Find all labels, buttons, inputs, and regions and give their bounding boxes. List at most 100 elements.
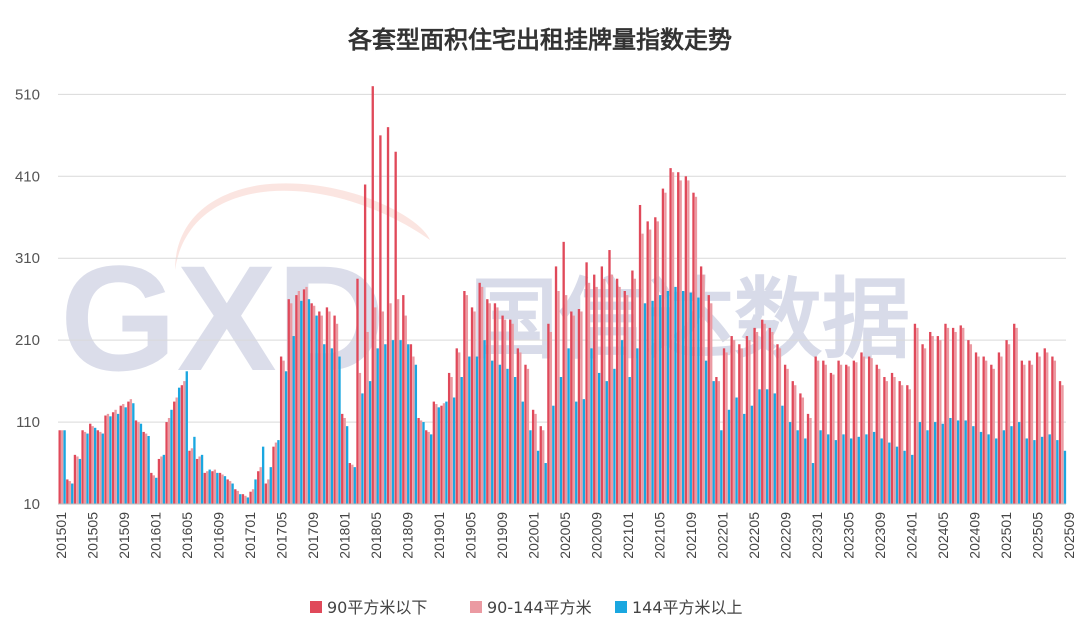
bar-large-202103 [643, 303, 647, 504]
bar-large-202110 [697, 297, 700, 504]
bar-large-201910 [506, 368, 509, 504]
bar-mid-202207 [763, 323, 766, 504]
bar-large-202304 [834, 440, 838, 504]
bar-small-201805 [371, 86, 374, 504]
bar-small-201712 [325, 307, 329, 504]
x-tick-label: 201505 [85, 512, 101, 559]
bar-small-202209 [776, 344, 779, 504]
bar-large-202007 [575, 401, 578, 504]
x-tick-label: 201709 [305, 512, 321, 559]
legend-swatch-small [310, 601, 322, 613]
bar-mid-201510 [129, 399, 133, 504]
bar-mid-202307 [855, 362, 858, 504]
bar-large-202112 [712, 381, 715, 504]
bar-mid-201501 [60, 430, 64, 504]
bar-large-202210 [788, 422, 792, 504]
bar-large-201601 [155, 477, 158, 504]
bar-large-201703 [261, 446, 265, 504]
bar-small-202501 [997, 352, 1001, 504]
bar-large-202205 [750, 405, 754, 504]
bar-large-202408 [964, 420, 967, 504]
bar-small-202304 [829, 372, 833, 504]
bar-large-202306 [849, 438, 853, 504]
bar-small-202508 [1051, 356, 1054, 504]
bar-mid-201706 [282, 360, 285, 504]
bar-mid-202309 [870, 358, 873, 504]
bar-large-201709 [307, 299, 311, 504]
bar-large-202201 [720, 430, 723, 504]
bar-small-202207 [761, 319, 764, 504]
bar-mid-202106 [664, 192, 667, 504]
bar-mid-202012 [610, 274, 614, 504]
bar-large-202307 [857, 436, 860, 504]
bar-mid-202410 [977, 356, 980, 504]
bar-small-202502 [1005, 340, 1008, 504]
bar-large-202404 [933, 422, 937, 504]
bar-small-201810 [409, 344, 413, 504]
bar-mid-201708 [297, 291, 301, 504]
bar-small-202205 [745, 336, 749, 504]
bar-mid-202310 [878, 368, 881, 504]
bar-large-201612 [239, 494, 242, 504]
bar-mid-201808 [396, 299, 400, 504]
bar-mid-201502 [68, 481, 71, 504]
bar-mid-201511 [137, 422, 140, 504]
bar-small-202302 [814, 356, 817, 504]
bar-large-202313 [903, 450, 906, 504]
bar-small-201502 [66, 479, 69, 504]
bar-large-201905 [468, 356, 471, 504]
bar-mid-202005 [557, 291, 560, 504]
bar-small-202401 [906, 385, 909, 504]
bar-large-201502 [71, 483, 74, 504]
bar-large-201706 [284, 371, 288, 504]
bar-large-201801 [345, 426, 349, 504]
bar-small-202403 [921, 344, 924, 504]
bar-small-201601 [150, 472, 153, 504]
bar-mid-201702 [251, 489, 255, 504]
bar-large-201609 [216, 472, 219, 504]
bar-large-202310 [880, 438, 883, 504]
legend-label-small: 90平方米以下 [327, 598, 427, 617]
bar-large-201812 [429, 434, 433, 504]
bar-mid-201804 [366, 331, 369, 504]
bar-small-201507 [104, 415, 107, 504]
x-tick-label: 202309 [872, 512, 888, 559]
bar-mid-201909 [496, 307, 499, 504]
bar-large-202106 [666, 291, 670, 504]
bar-small-202211 [791, 381, 794, 504]
bar-small-202202 [722, 348, 726, 504]
bar-large-202013 [620, 340, 624, 504]
bar-mid-202407 [954, 331, 957, 504]
bar-mid-201611 [228, 481, 232, 504]
bar-mid-202007 [572, 315, 575, 504]
bar-mid-202105 [656, 221, 659, 504]
bar-mid-202008 [580, 311, 583, 504]
legend-label-mid: 90-144平方米 [487, 598, 592, 617]
bar-large-201604 [177, 387, 181, 504]
x-tick-label: 202501 [998, 512, 1014, 559]
x-tick-label: 202005 [557, 512, 573, 559]
bar-mid-201609 [213, 469, 217, 504]
bar-mid-201604 [175, 397, 178, 504]
bar-mid-201711 [320, 315, 323, 504]
bar-large-201811 [422, 422, 425, 504]
bar-small-201701 [241, 494, 245, 504]
x-tick-label: 201805 [368, 512, 384, 559]
bar-mid-202306 [847, 366, 850, 504]
bar-large-201606 [193, 436, 196, 504]
bar-large-202003 [544, 463, 547, 504]
bar-small-201908 [486, 299, 489, 504]
bar-large-202501 [1002, 430, 1006, 504]
bar-large-202207 [765, 389, 769, 504]
bar-large-201912 [521, 401, 524, 504]
bar-large-202502 [1010, 426, 1013, 504]
bar-large-201511 [139, 423, 143, 504]
bar-large-202508 [1056, 440, 1059, 504]
bar-small-202412 [990, 364, 993, 504]
bar-large-202004 [552, 405, 555, 504]
bar-small-201911 [509, 319, 512, 504]
bar-large-201608 [208, 469, 211, 504]
bar-small-202001 [524, 364, 527, 504]
bar-mid-201509 [122, 404, 125, 504]
bar-small-202110 [692, 192, 695, 504]
